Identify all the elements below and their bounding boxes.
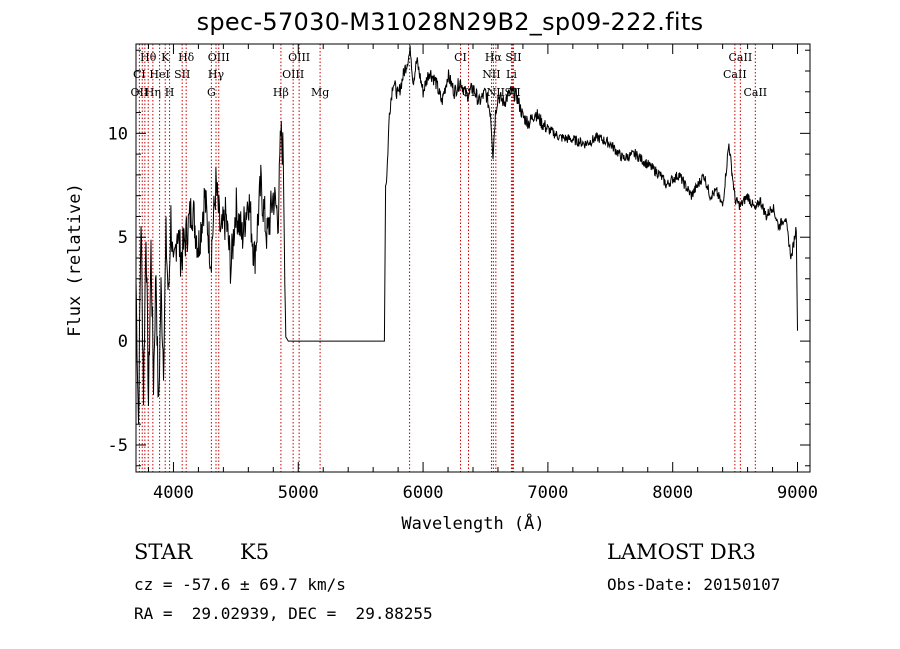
observation-date: Obs-Date: 20150107 [607, 575, 781, 594]
spectral-line-label: Hγ [208, 68, 225, 81]
survey-name: LAMOST DR3 [607, 540, 756, 564]
x-tick-label: 7000 [527, 483, 568, 503]
y-tick-label: -5 [108, 436, 128, 456]
spectral-line-label: Li [506, 68, 517, 81]
y-axis-label: Flux (relative) [65, 183, 85, 337]
spectral-line-label: OIII [282, 68, 304, 81]
spectral-line-label: CI [454, 51, 467, 64]
spectral-line-label: K [161, 51, 170, 64]
spectral-line-label: SII [174, 68, 190, 81]
spectral-line-label: G [207, 86, 216, 99]
x-tick-label: 9000 [777, 483, 818, 503]
spectral-line-label: Hδ [178, 51, 195, 64]
y-tick-label: 10 [108, 124, 128, 144]
redshift-velocity: cz = -57.6 ± 69.7 km/s [134, 575, 346, 594]
x-tick-label: 5000 [278, 483, 319, 503]
x-axis-label: Wavelength (Å) [401, 512, 544, 534]
spectral-line-label: SII [504, 86, 520, 99]
x-tick-label: 6000 [403, 483, 444, 503]
x-tick-label: 8000 [652, 483, 693, 503]
spectral-line-label: Hθ [140, 51, 157, 64]
spectral-line-label: OIII [288, 51, 310, 64]
spectral-line-label: Mg [311, 86, 329, 99]
x-tick-label: 4000 [153, 483, 194, 503]
spectral-line-label: HeI [149, 68, 169, 81]
y-tick-label: 0 [118, 332, 128, 352]
plot-frame [135, 43, 811, 473]
chart-title: spec-57030-M31028N29B2_sp09-222.fits [196, 8, 704, 36]
spectral-line-label: OIII [208, 51, 230, 64]
object-class: STAR [134, 540, 193, 564]
spectral-line-label: OII [131, 86, 149, 99]
spectral-line-label: CaII [729, 51, 753, 64]
spectral-line-label: CaII [743, 86, 767, 99]
spectral-line-label: Hα [485, 51, 503, 64]
object-subclass: K5 [240, 540, 270, 564]
coordinates: RA = 29.02939, DEC = 29.88255 [134, 604, 433, 623]
spectral-line-label: NII [482, 68, 500, 81]
spectral-line-label: Hβ [273, 86, 289, 99]
spectral-line-label: NII [487, 86, 505, 99]
spectral-line-label: SII [505, 51, 521, 64]
y-tick-label: 5 [118, 228, 128, 248]
spectral-line-label: H [165, 86, 175, 99]
spectral-line-label: CI [133, 68, 146, 81]
spectral-line-label: CaII [723, 68, 747, 81]
spectral-line-label: OI [462, 86, 475, 99]
spectral-line-label: Hη [145, 86, 161, 99]
flux-series-line [136, 45, 798, 424]
